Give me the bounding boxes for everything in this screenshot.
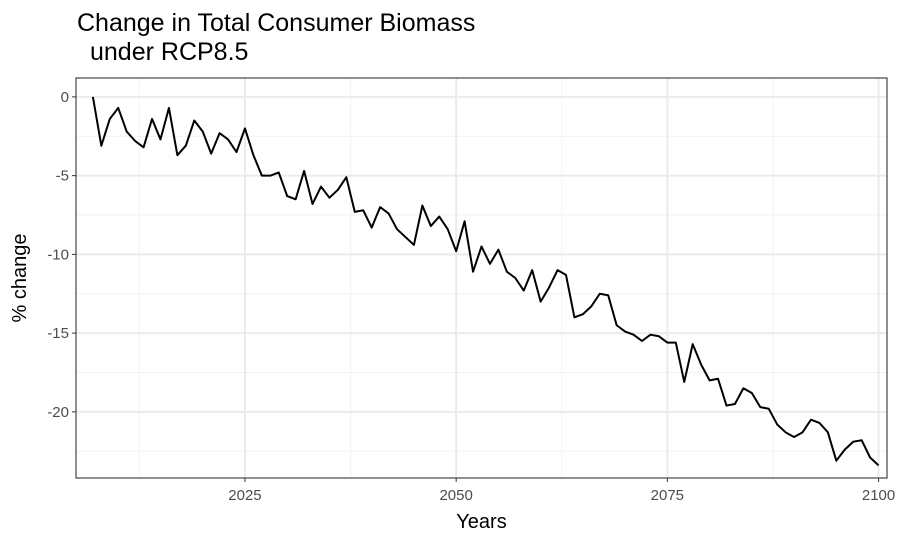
major-gridlines: [76, 78, 887, 478]
series-line: [91, 96, 880, 467]
plot-panel-border: [75, 77, 888, 479]
y-axis-ticks: 0 -5 -10 -15 -20: [47, 89, 76, 421]
x-tick-label: 2025: [228, 487, 261, 504]
chart-title-line-2: under RCP8.5: [90, 38, 248, 66]
chart-title-line-1: Change in Total Consumer Biomass: [77, 9, 475, 37]
y-tick-label: 0: [61, 89, 69, 106]
y-tick-label: -5: [56, 168, 69, 185]
y-tick-label: -10: [47, 246, 69, 263]
x-tick-label: 2050: [439, 487, 472, 504]
y-axis-label: % change: [9, 234, 31, 323]
x-tick-label: 2100: [862, 487, 895, 504]
y-tick-label: -20: [47, 404, 69, 421]
x-tick-label: 2075: [651, 487, 684, 504]
x-axis-ticks: 2025 2050 2075 2100: [228, 478, 895, 504]
data-series: [91, 96, 880, 467]
minor-gridlines: [76, 78, 887, 478]
y-tick-label: -15: [47, 325, 69, 342]
x-axis-label: Years: [456, 511, 506, 533]
